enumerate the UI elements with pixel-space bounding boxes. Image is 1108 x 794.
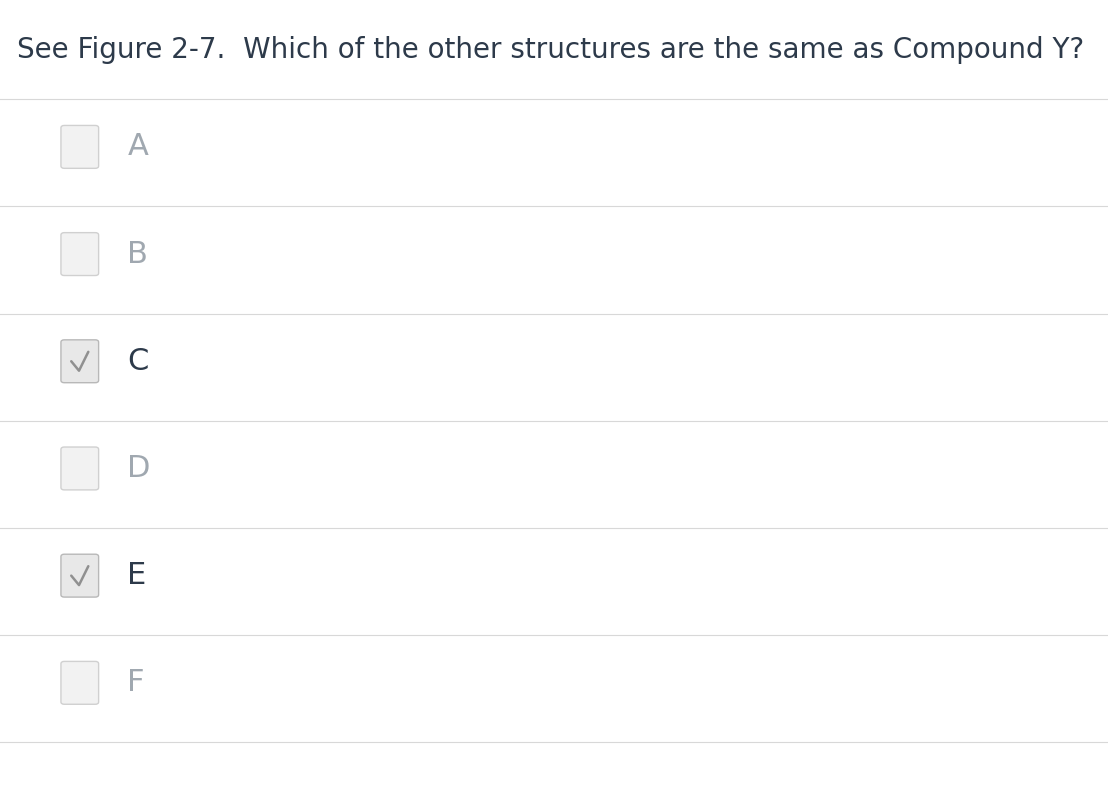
Text: See Figure 2-7.  Which of the other structures are the same as Compound Y?: See Figure 2-7. Which of the other struc… bbox=[17, 36, 1084, 64]
Text: F: F bbox=[127, 669, 145, 697]
Text: B: B bbox=[127, 240, 148, 268]
Text: D: D bbox=[127, 454, 151, 483]
Text: C: C bbox=[127, 347, 148, 376]
FancyBboxPatch shape bbox=[61, 661, 99, 704]
FancyBboxPatch shape bbox=[61, 125, 99, 168]
Text: A: A bbox=[127, 133, 148, 161]
FancyBboxPatch shape bbox=[61, 447, 99, 490]
FancyBboxPatch shape bbox=[61, 340, 99, 383]
Text: E: E bbox=[127, 561, 146, 590]
FancyBboxPatch shape bbox=[61, 554, 99, 597]
FancyBboxPatch shape bbox=[61, 233, 99, 276]
